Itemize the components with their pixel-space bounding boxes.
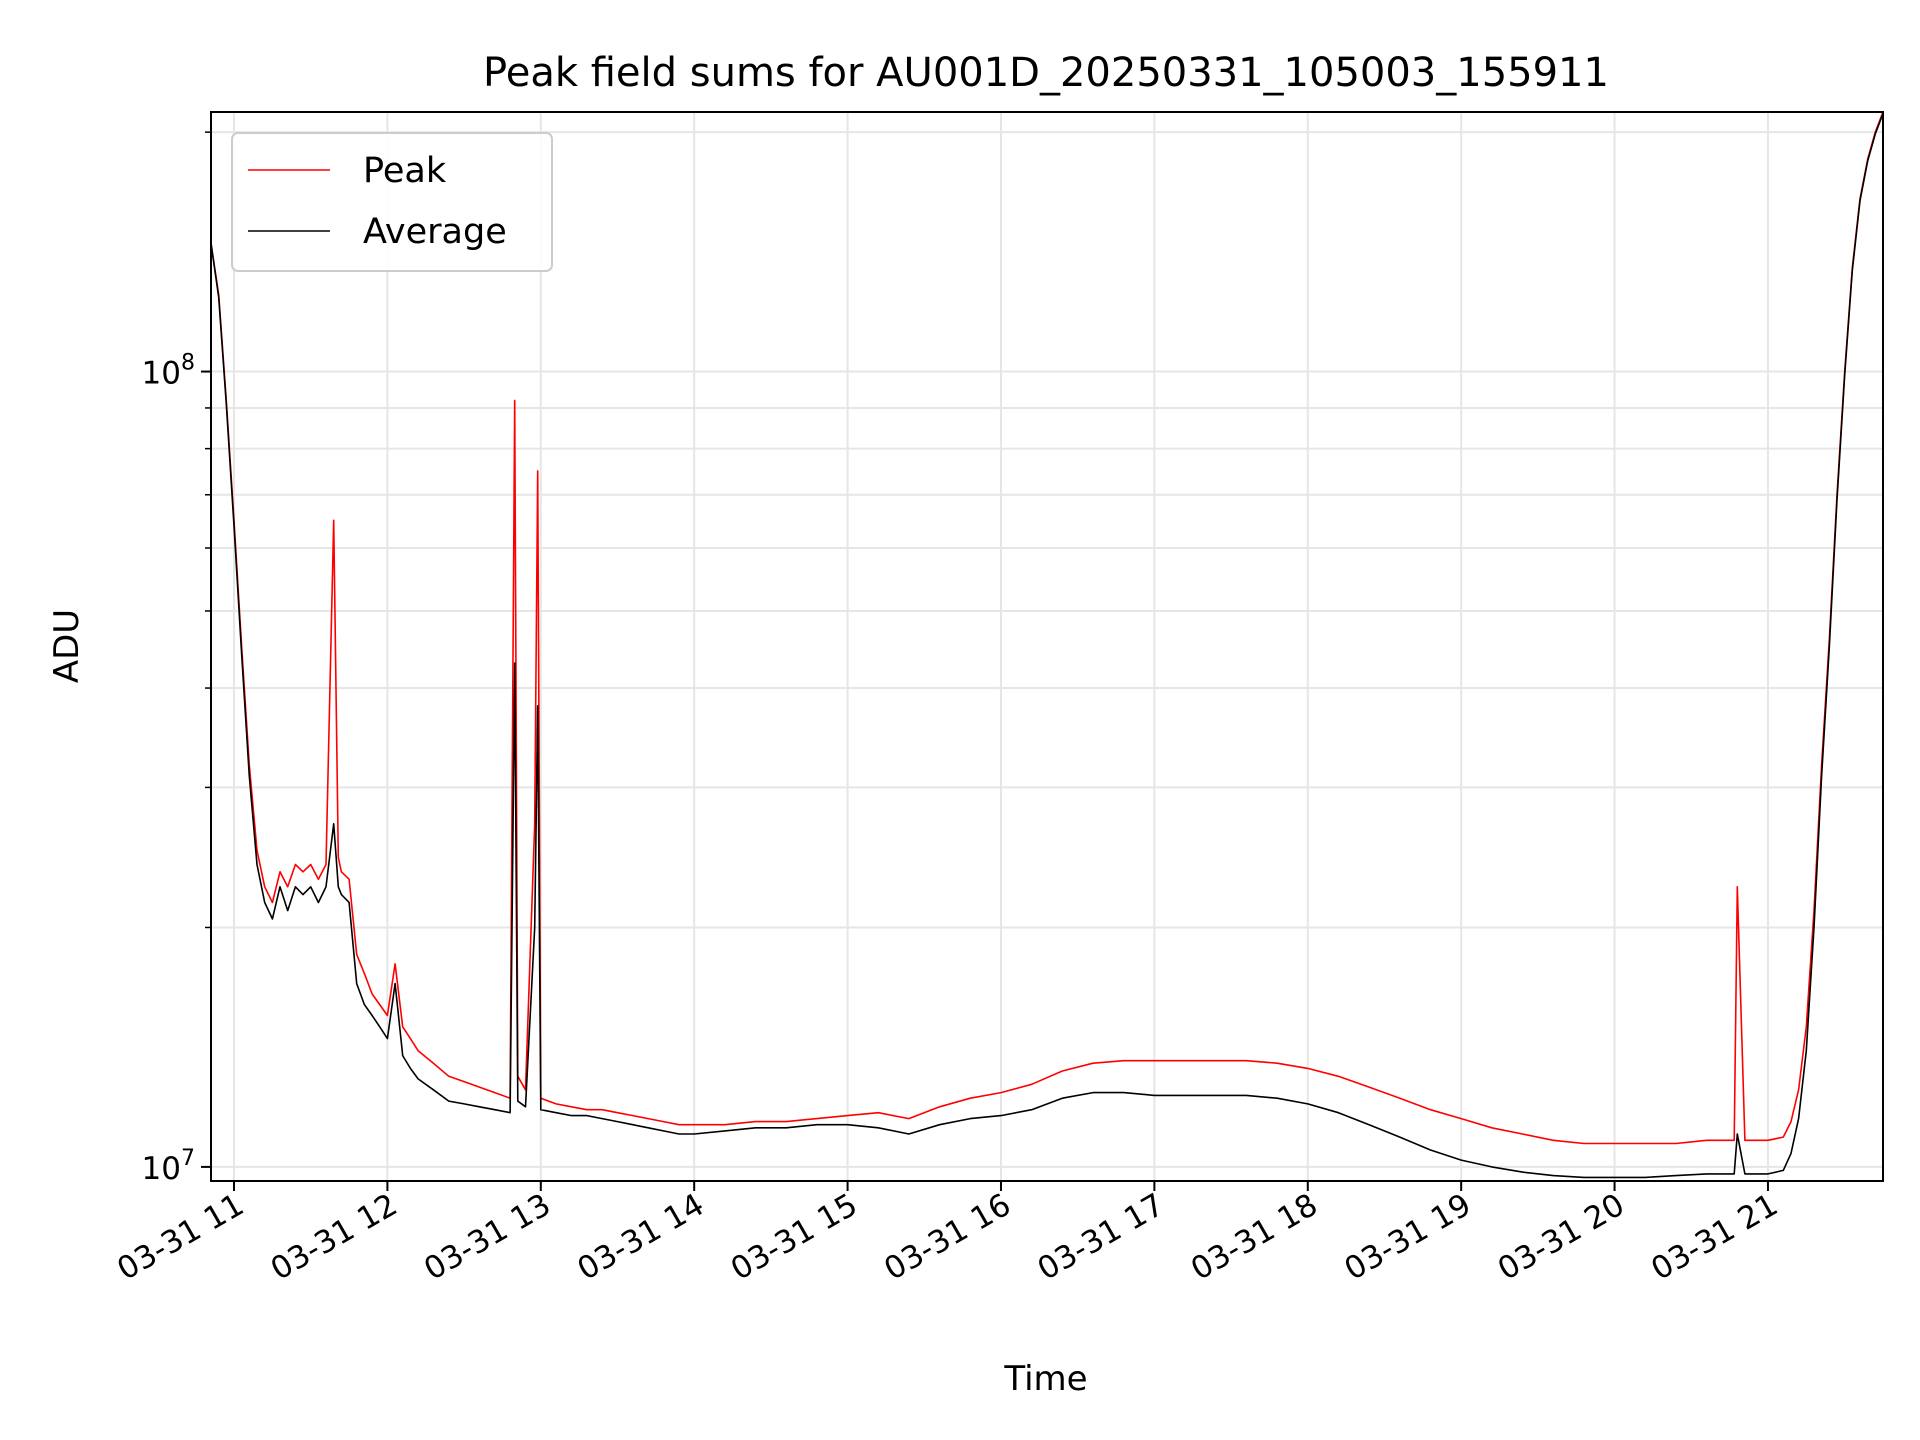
legend-label-average: Average: [363, 212, 507, 252]
legend: Peak Average: [231, 132, 553, 272]
series-line-peak: [210, 111, 1884, 1145]
legend-label-peak: Peak: [363, 151, 447, 191]
plot-area-frame: [210, 111, 1884, 1182]
series: [210, 111, 1884, 1179]
chart-title: Peak field sums for AU001D_20250331_1050…: [483, 50, 1609, 96]
y-tick-exponent: 8: [181, 351, 195, 376]
y-axis-label: ADU: [47, 609, 87, 683]
y-tick-base: 10: [142, 356, 181, 392]
grid: [211, 112, 1883, 1181]
y-tick-base: 10: [142, 1151, 181, 1187]
legend-box: [231, 132, 553, 272]
y-tick-exponent: 7: [181, 1146, 195, 1171]
axis-ticks: [201, 131, 1769, 1191]
y-tick-label: 108: [142, 351, 195, 392]
series-line-average: [210, 113, 1884, 1179]
y-tick-label: 107: [142, 1146, 195, 1187]
x-axis-label: Time: [1003, 1359, 1087, 1399]
